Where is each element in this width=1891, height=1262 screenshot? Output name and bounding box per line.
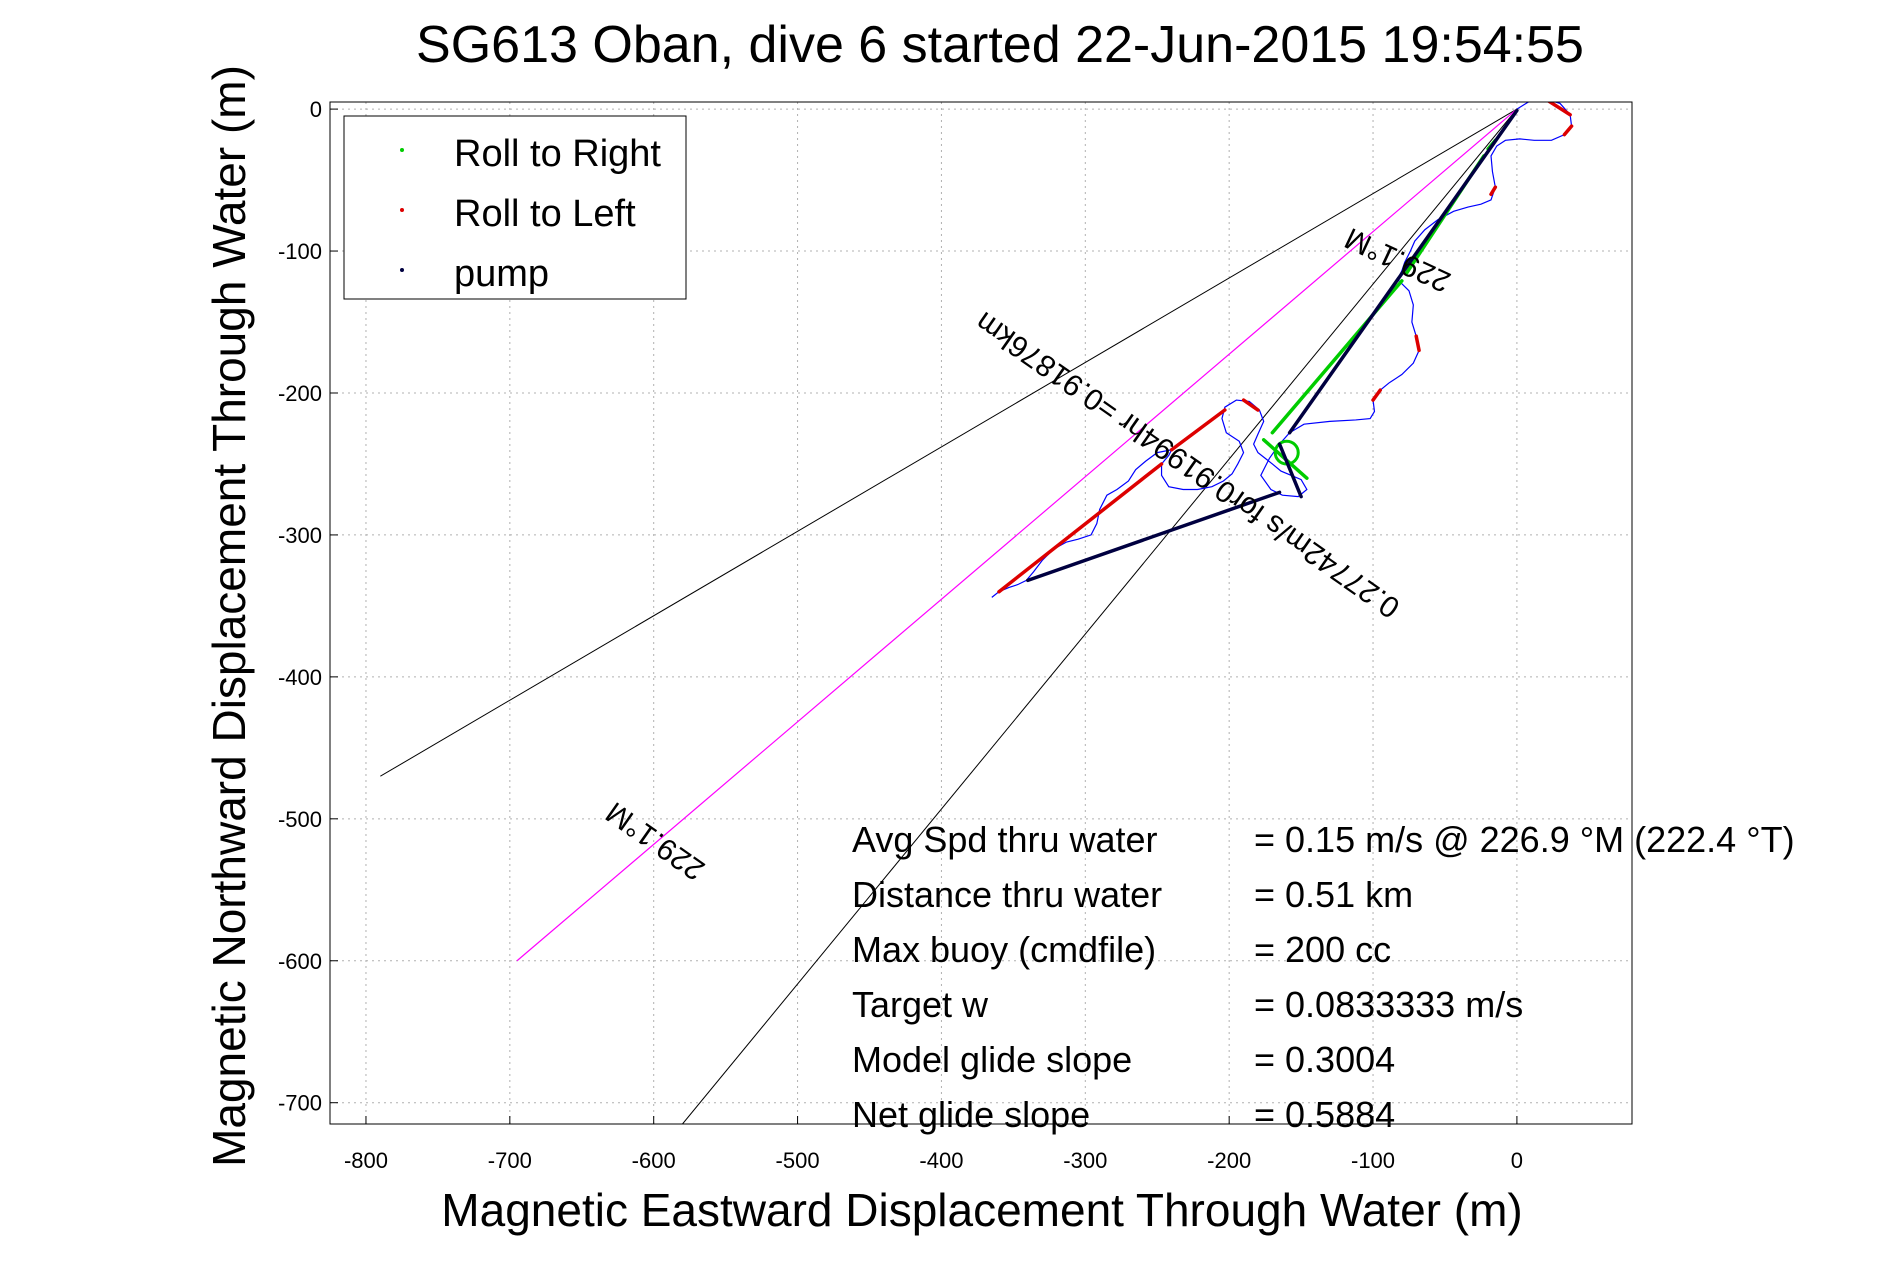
stat-label: Distance thru water (852, 874, 1162, 915)
legend-marker (400, 148, 404, 152)
roll-left-mark (1241, 398, 1260, 412)
plot-frame (329, 101, 1633, 1125)
stat-label: Model glide slope (852, 1039, 1132, 1080)
legend-marker (400, 208, 404, 212)
heading-ray (380, 108, 1518, 777)
legend-entries: Roll to Right Roll to Left pump (400, 133, 661, 295)
y-axis-ticks: 0 -100 -200 -300 -400 -500 -600 -700 (278, 97, 338, 1116)
legend-label: Roll to Left (454, 193, 636, 235)
legend-label: pump (454, 253, 549, 295)
stat-value: = 0.0833333 m/s (1254, 984, 1523, 1025)
x-tick-label: -700 (488, 1148, 532, 1173)
legend-marker (400, 268, 404, 272)
stat-value: = 200 cc (1254, 929, 1391, 970)
heading-ray (682, 108, 1518, 1124)
heading-ray-magenta (516, 108, 1518, 962)
pump-mark (1287, 108, 1519, 435)
plot-content (380, 102, 1574, 1124)
stat-value: = 0.51 km (1254, 874, 1413, 915)
x-tick-label: -200 (1207, 1148, 1251, 1173)
stat-value: = 0.3004 (1254, 1039, 1395, 1080)
x-tick-label: 0 (1511, 1148, 1523, 1173)
x-tick-label: -600 (632, 1148, 676, 1173)
y-tick-label: -100 (278, 239, 322, 264)
pump-mark (1277, 442, 1303, 499)
y-axis-label: Magnetic Northward Displacement Through … (203, 65, 255, 1167)
stats-block: Avg Spd thru water = 0.15 m/s @ 226.9 °M … (852, 819, 1795, 1135)
x-tick-label: -100 (1351, 1148, 1395, 1173)
y-tick-label: -600 (278, 949, 322, 974)
y-tick-label: -400 (278, 665, 322, 690)
x-tick-label: -300 (1063, 1148, 1107, 1173)
y-tick-label: -300 (278, 523, 322, 548)
heading-rays (380, 108, 1518, 1124)
legend-label: Roll to Right (454, 133, 661, 175)
roll-left-mark (1169, 408, 1227, 452)
x-tick-label: -800 (344, 1148, 388, 1173)
y-tick-label: -200 (278, 381, 322, 406)
roll-left-mark (997, 462, 1164, 594)
x-axis-ticks: -800 -700 -600 -500 -400 -300 -200 -100 0 (344, 1116, 1523, 1173)
y-tick-label: 0 (310, 97, 322, 122)
y-tick-label: -500 (278, 807, 322, 832)
roll-left-mark (1546, 102, 1572, 117)
marker-layer (997, 102, 1574, 594)
roll-left-mark (1371, 388, 1382, 402)
y-tick-label: -700 (278, 1091, 322, 1116)
dive-track (991, 102, 1573, 598)
stat-label: Target w (852, 984, 989, 1025)
legend: Roll to Right Roll to Left pump (343, 115, 687, 300)
roll-left-mark (1562, 124, 1574, 137)
stat-value: = 0.15 m/s @ 226.9 °M (222.4 °T) (1254, 819, 1795, 860)
roll-left-mark (1489, 185, 1498, 197)
stat-label: Max buoy (cmdfile) (852, 929, 1156, 970)
pump-mark (1026, 490, 1282, 583)
x-axis-label: Magnetic Eastward Displacement Through W… (441, 1184, 1522, 1236)
chart-title: SG613 Oban, dive 6 started 22-Jun-2015 1… (416, 16, 1584, 74)
x-tick-label: -500 (776, 1148, 820, 1173)
stat-value: = 0.5884 (1254, 1094, 1395, 1135)
x-tick-label: -400 (919, 1148, 963, 1173)
stat-label: Avg Spd thru water (852, 819, 1158, 860)
stat-label: Net glide slope (852, 1094, 1090, 1135)
roll-left-mark (1414, 334, 1421, 353)
